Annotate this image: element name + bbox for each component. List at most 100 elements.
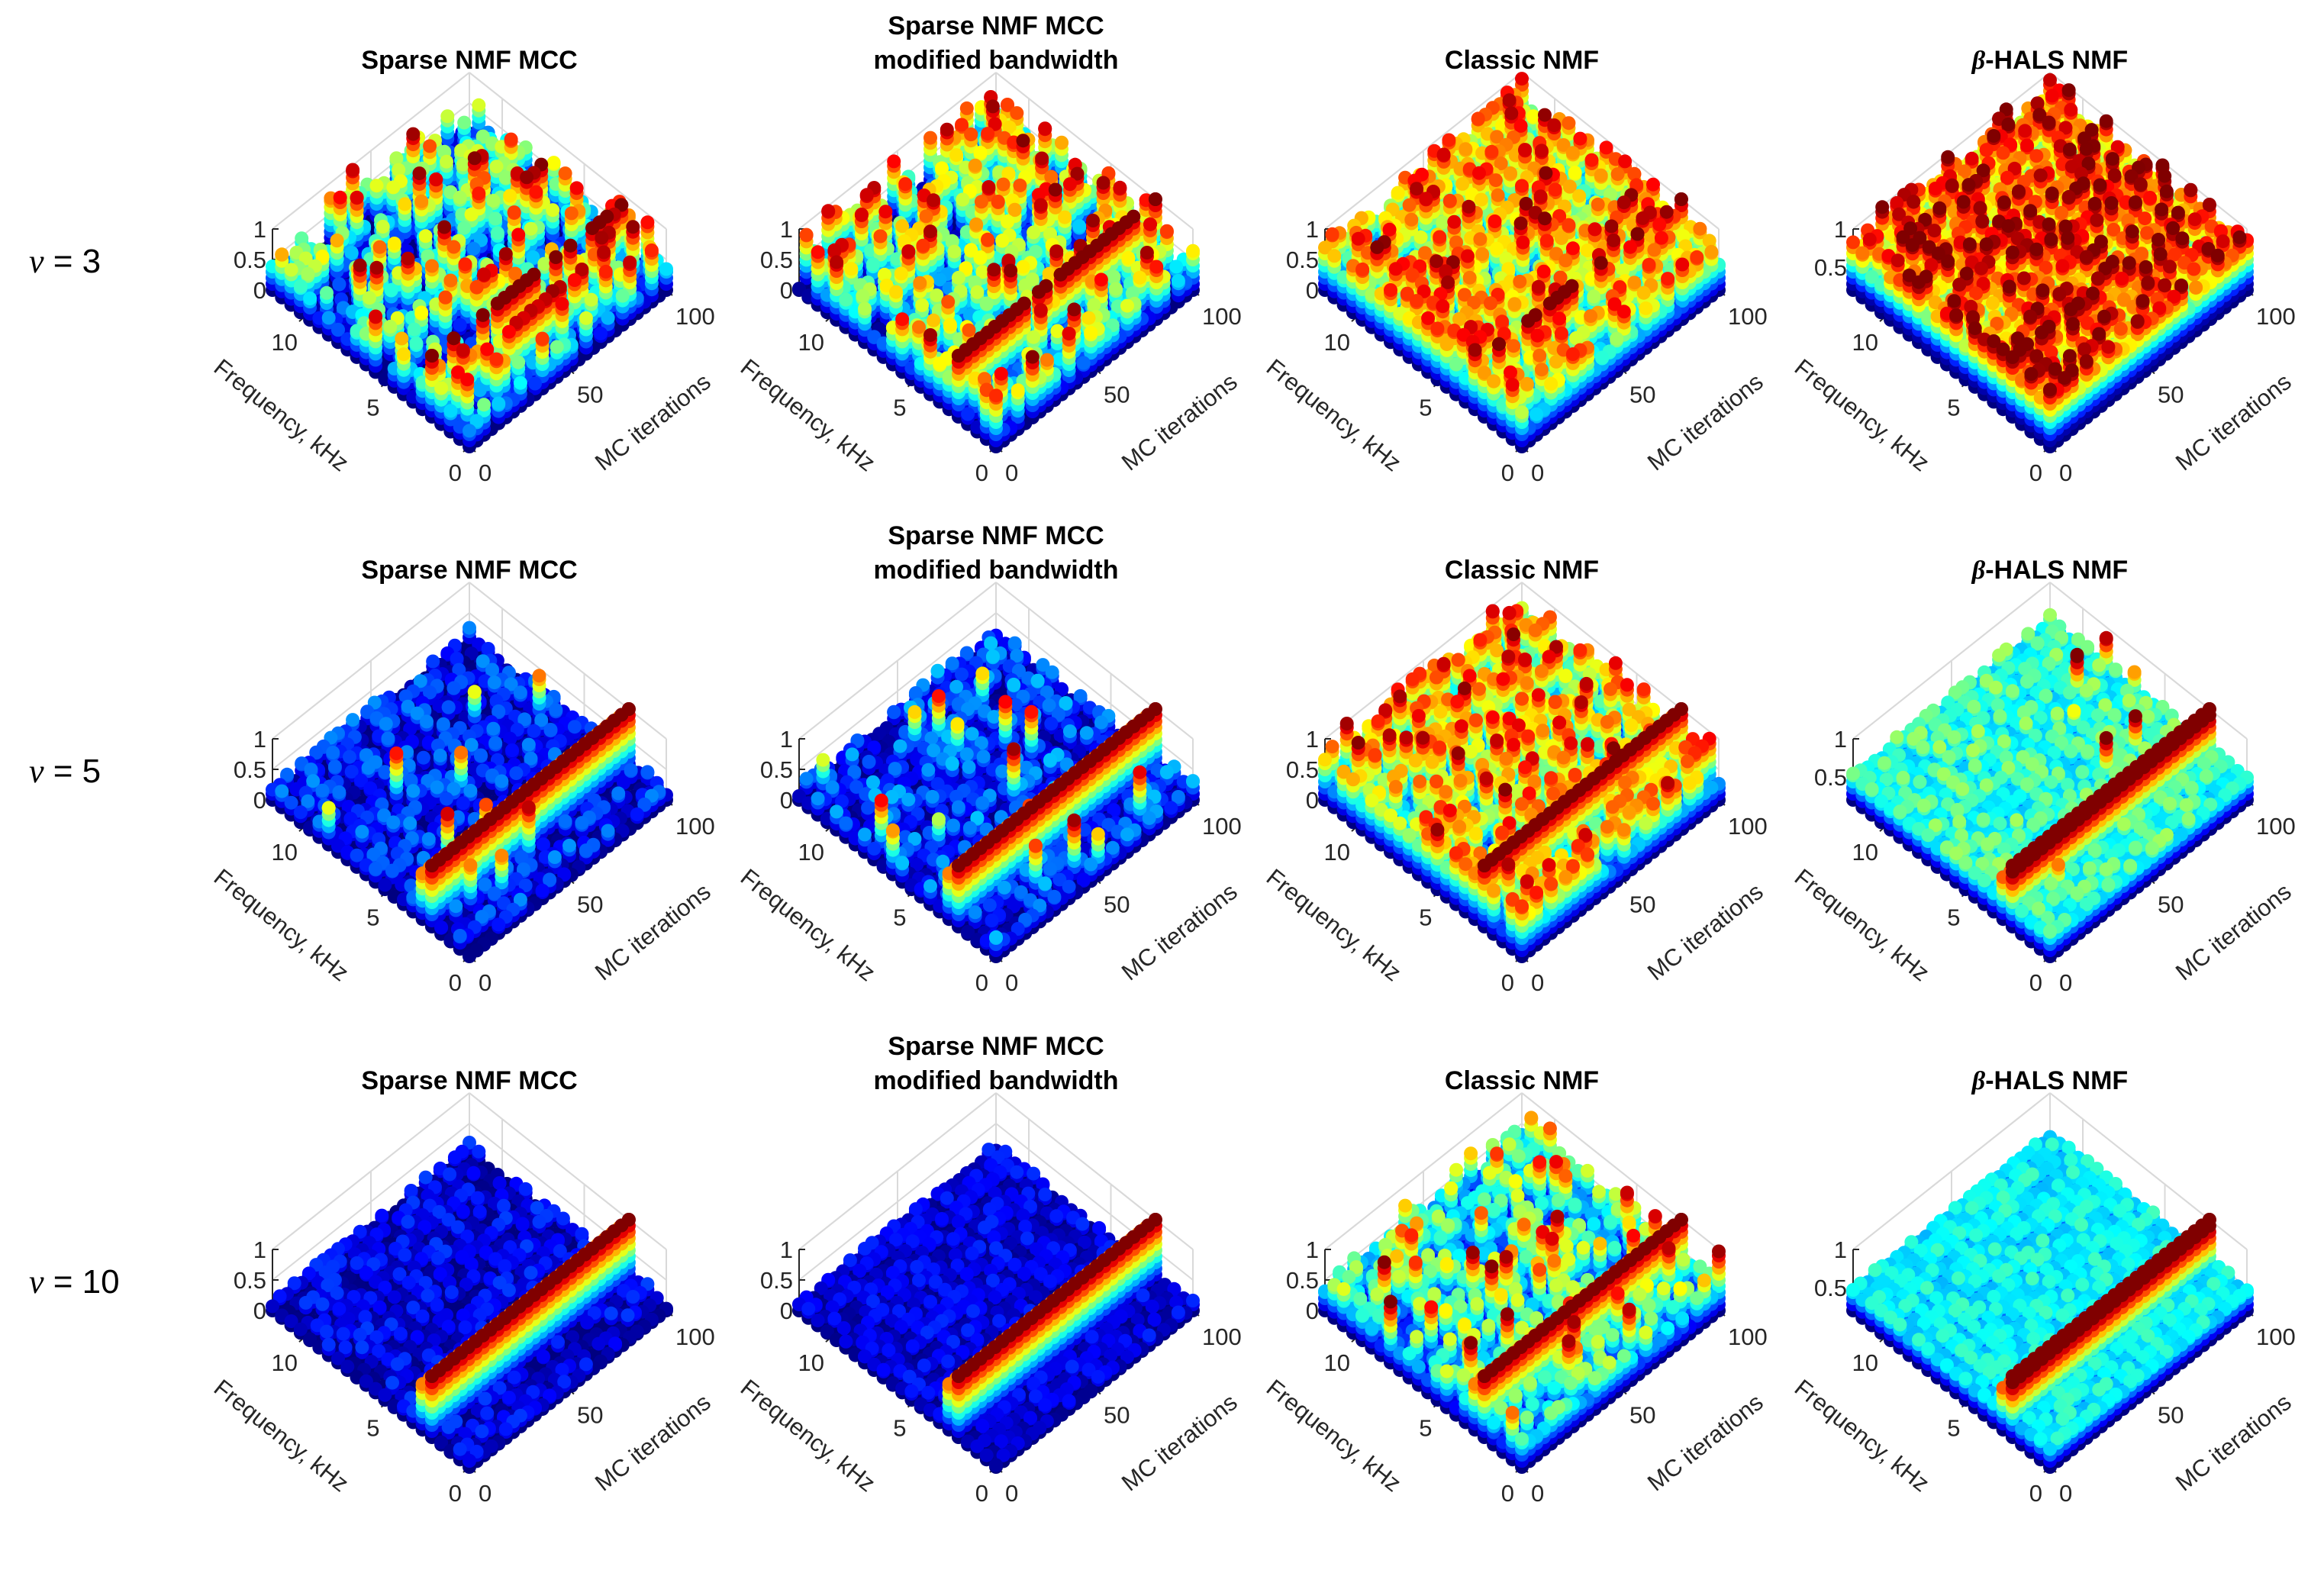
point — [526, 250, 540, 264]
point — [346, 163, 359, 177]
point — [440, 155, 453, 169]
point — [490, 160, 504, 173]
point — [470, 280, 484, 294]
title-text: modified bandwidth — [873, 46, 1118, 75]
point — [986, 99, 1000, 113]
nu-symbol: ν — [29, 753, 44, 790]
point — [597, 246, 611, 260]
point — [528, 377, 542, 391]
frequency-axis-label: Frequency, kHz — [736, 353, 881, 476]
point — [491, 297, 504, 311]
panel: Sparse NMF MCCmodified bandwidth05100501… — [736, 11, 1243, 486]
point — [940, 123, 954, 137]
point — [529, 185, 543, 199]
point — [468, 151, 482, 165]
point — [350, 191, 364, 205]
point — [437, 221, 451, 234]
point — [981, 127, 994, 140]
point — [964, 127, 978, 141]
point — [549, 250, 562, 264]
point — [386, 180, 400, 194]
point — [974, 146, 988, 160]
row-label: ν = 3 — [29, 243, 101, 280]
point — [334, 191, 347, 205]
point — [385, 283, 398, 297]
point — [565, 206, 579, 220]
point — [559, 166, 572, 180]
point — [440, 109, 454, 123]
point — [353, 259, 367, 272]
point — [414, 305, 428, 319]
point — [623, 256, 637, 269]
point — [490, 353, 504, 366]
point — [294, 279, 308, 293]
point — [960, 102, 974, 115]
point — [285, 263, 298, 277]
point — [389, 151, 403, 165]
point — [408, 323, 421, 337]
row-label-value: = 5 — [44, 753, 102, 790]
point — [546, 203, 559, 217]
point — [626, 220, 640, 234]
point — [425, 260, 439, 273]
panel-title: Sparse NMF MCC — [888, 11, 1104, 40]
point — [459, 257, 472, 271]
point — [345, 246, 359, 260]
point — [322, 311, 336, 324]
point — [453, 191, 467, 205]
point — [511, 228, 525, 242]
z-tick-label: 0.5 — [760, 247, 793, 273]
point — [502, 325, 516, 339]
point — [414, 195, 428, 208]
point — [645, 243, 659, 257]
point — [1055, 136, 1069, 150]
frequency-tick-label: 10 — [798, 329, 824, 356]
point — [320, 286, 334, 300]
points — [266, 98, 673, 453]
point — [1038, 121, 1052, 135]
point — [443, 274, 457, 288]
mc-axis-label: MC iterations — [590, 368, 716, 476]
point — [585, 293, 598, 307]
frequency-tick-label: 10 — [272, 329, 298, 356]
point — [473, 383, 487, 397]
point — [640, 215, 654, 229]
point — [429, 172, 443, 186]
point — [514, 376, 527, 390]
point — [443, 404, 457, 417]
point — [439, 291, 453, 305]
points — [792, 90, 1200, 453]
point — [949, 148, 963, 162]
mc-tick-label: 50 — [1104, 382, 1130, 408]
point — [370, 179, 384, 192]
point — [275, 247, 288, 261]
mc-tick-label: 100 — [1202, 303, 1242, 330]
point — [524, 222, 538, 236]
point — [447, 240, 461, 254]
point — [456, 343, 470, 357]
point — [397, 347, 411, 361]
point — [563, 239, 577, 253]
point — [383, 320, 397, 334]
nu-symbol: ν — [29, 243, 44, 280]
point — [301, 267, 314, 281]
z-tick-label: 1 — [253, 216, 266, 243]
point — [594, 327, 608, 340]
point — [508, 267, 522, 281]
point — [579, 311, 593, 325]
point — [599, 265, 613, 279]
frequency-tick-label: 5 — [366, 395, 379, 421]
title-text: Sparse NMF MCC — [888, 11, 1104, 40]
point — [463, 424, 476, 437]
z-tick-label: 0 — [780, 277, 793, 304]
mc-tick-label: 100 — [675, 303, 715, 330]
point — [570, 181, 584, 195]
point — [486, 194, 500, 208]
point — [1017, 134, 1030, 147]
point — [388, 237, 401, 250]
point — [401, 252, 415, 266]
point — [659, 263, 673, 276]
point — [508, 205, 521, 219]
point — [369, 310, 382, 324]
point — [370, 261, 384, 275]
